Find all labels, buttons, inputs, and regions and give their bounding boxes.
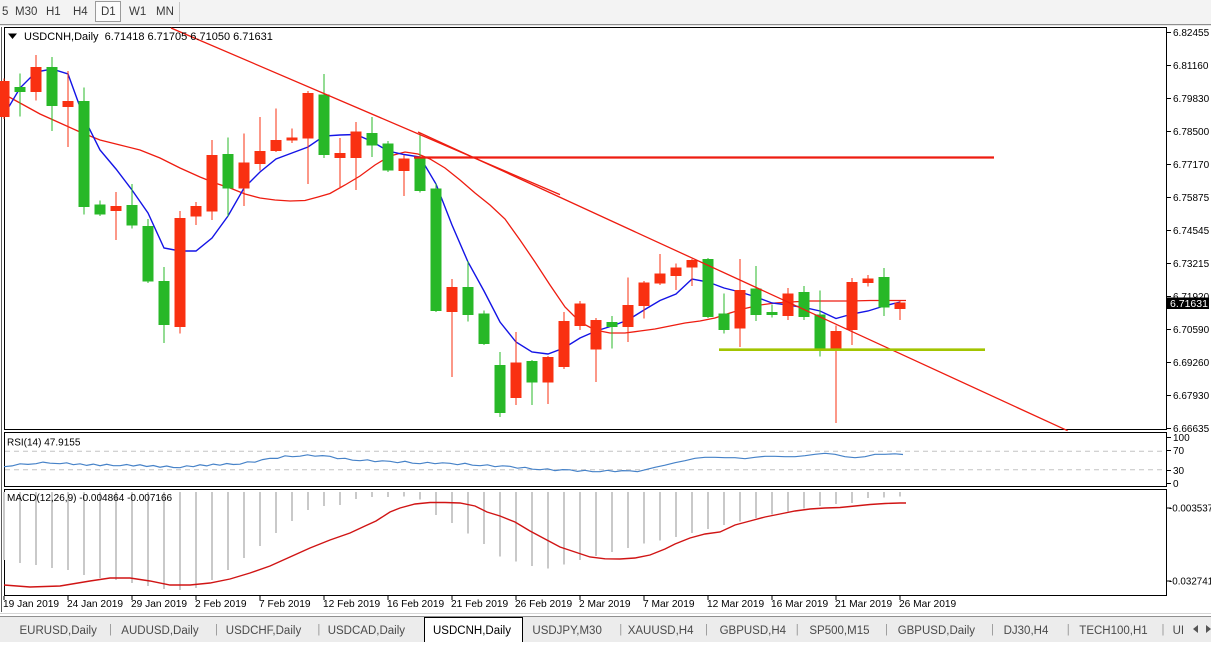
svg-text:6.67930: 6.67930 — [1173, 391, 1210, 402]
svg-text:DJ30,H4: DJ30,H4 — [1004, 625, 1049, 637]
svg-text:21 Feb 2019: 21 Feb 2019 — [451, 599, 509, 610]
svg-text:|: | — [215, 624, 218, 636]
svg-text:7 Mar 2019: 7 Mar 2019 — [643, 599, 695, 610]
svg-text:30: 30 — [1173, 466, 1185, 477]
svg-text:6.75875: 6.75875 — [1173, 193, 1210, 204]
svg-text:D1: D1 — [101, 6, 116, 18]
svg-text:|: | — [705, 624, 708, 636]
svg-text:21 Mar 2019: 21 Mar 2019 — [835, 599, 893, 610]
svg-text:6.78500: 6.78500 — [1173, 127, 1210, 138]
svg-text:USDCAD,Daily: USDCAD,Daily — [328, 625, 406, 637]
svg-text:USDJPY,M30: USDJPY,M30 — [532, 625, 601, 637]
svg-text:|: | — [109, 624, 112, 636]
svg-text:26 Mar 2019: 26 Mar 2019 — [899, 599, 957, 610]
svg-text:H4: H4 — [73, 6, 88, 18]
svg-text:|: | — [619, 624, 622, 636]
svg-text:2 Mar 2019: 2 Mar 2019 — [579, 599, 631, 610]
svg-text:M30: M30 — [15, 6, 37, 18]
svg-text:-0.003537: -0.003537 — [1169, 504, 1211, 515]
svg-text:29 Jan 2019: 29 Jan 2019 — [131, 599, 187, 610]
svg-text:5: 5 — [2, 6, 8, 18]
svg-text:|: | — [991, 624, 994, 636]
svg-text:12 Mar 2019: 12 Mar 2019 — [707, 599, 765, 610]
svg-text:6.81160: 6.81160 — [1173, 61, 1209, 72]
svg-text:2 Feb 2019: 2 Feb 2019 — [195, 599, 247, 610]
svg-text:RSI(14) 47.9155: RSI(14) 47.9155 — [7, 438, 81, 449]
svg-text:70: 70 — [1173, 446, 1185, 457]
svg-text:6.82455: 6.82455 — [1173, 28, 1210, 39]
svg-text:26 Feb 2019: 26 Feb 2019 — [515, 599, 573, 610]
svg-text:XAUUSD,H4: XAUUSD,H4 — [628, 625, 694, 637]
svg-text:6.77170: 6.77170 — [1173, 160, 1210, 171]
svg-text:6.73215: 6.73215 — [1173, 259, 1210, 270]
svg-text:W1: W1 — [129, 6, 146, 18]
svg-text:SP500,M15: SP500,M15 — [809, 625, 869, 637]
svg-text:|: | — [885, 624, 888, 636]
svg-text:16 Mar 2019: 16 Mar 2019 — [771, 599, 829, 610]
svg-text:|: | — [1067, 624, 1070, 636]
svg-text:6.79830: 6.79830 — [1173, 94, 1210, 105]
svg-text:0: 0 — [1173, 479, 1179, 490]
svg-text:MN: MN — [156, 6, 174, 18]
svg-text:100: 100 — [1173, 433, 1190, 444]
svg-text:TECH100,H1: TECH100,H1 — [1079, 625, 1147, 637]
svg-text:EURUSD,Daily: EURUSD,Daily — [20, 625, 98, 637]
svg-text:GBPUSD,Daily: GBPUSD,Daily — [898, 625, 976, 637]
svg-text:-0.032741: -0.032741 — [1169, 577, 1211, 588]
svg-text:6.71631: 6.71631 — [1170, 298, 1208, 310]
svg-text:6.74545: 6.74545 — [1173, 226, 1210, 237]
svg-text:USDCHF,Daily: USDCHF,Daily — [226, 625, 302, 637]
svg-text:6.69260: 6.69260 — [1173, 358, 1210, 369]
svg-text:12 Feb 2019: 12 Feb 2019 — [323, 599, 381, 610]
svg-text:|: | — [796, 624, 799, 636]
svg-text:16 Feb 2019: 16 Feb 2019 — [387, 599, 445, 610]
svg-text:USDCNH,Daily 6.71418 6.71705: USDCNH,Daily 6.71418 6.71705 6.71050 6.7… — [24, 31, 273, 43]
svg-text:7 Feb 2019: 7 Feb 2019 — [259, 599, 311, 610]
svg-text:MACD(12,26,9) -0.004864 -0.007: MACD(12,26,9) -0.004864 -0.007166 — [7, 493, 173, 504]
svg-text:19 Jan 2019: 19 Jan 2019 — [3, 599, 59, 610]
svg-text:GBPUSD,H4: GBPUSD,H4 — [720, 625, 787, 637]
svg-text:6.70590: 6.70590 — [1173, 325, 1210, 336]
svg-text:H1: H1 — [46, 6, 61, 18]
svg-text:6.66635: 6.66635 — [1173, 424, 1210, 435]
svg-text:|: | — [1162, 624, 1165, 636]
svg-text:UI: UI — [1173, 625, 1185, 637]
svg-text:24 Jan 2019: 24 Jan 2019 — [67, 599, 123, 610]
svg-text:|: | — [317, 624, 320, 636]
svg-text:AUDUSD,Daily: AUDUSD,Daily — [121, 625, 199, 637]
svg-text:USDCNH,Daily: USDCNH,Daily — [433, 625, 511, 637]
